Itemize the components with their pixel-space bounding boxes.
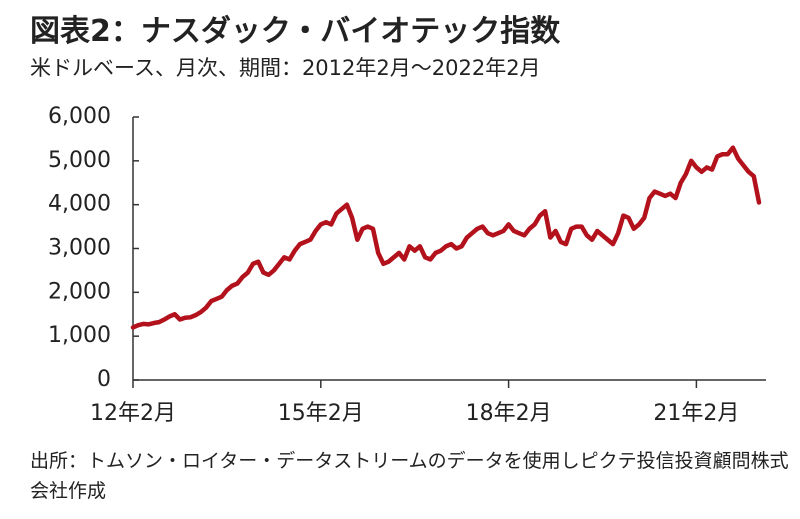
data-line — [130, 145, 762, 330]
y-tick-label: 0 — [97, 367, 111, 392]
y-tick-label: 2,000 — [48, 279, 111, 304]
x-tick-label: 18年2月 — [466, 401, 552, 426]
y-tick-label: 5,000 — [48, 148, 111, 173]
x-tick-label: 15年2月 — [278, 401, 364, 426]
x-tick-label: 12年2月 — [90, 401, 176, 426]
y-tick-label: 6,000 — [48, 104, 111, 129]
y-tick-label: 3,000 — [48, 236, 111, 261]
source-note: 出所：トムソン・ロイター・データストリームのデータを使用しピクテ投信投資顧問株式… — [30, 450, 789, 502]
x-tick-label: 21年2月 — [653, 401, 739, 426]
chart-subtitle: 米ドルベース、月次、期間：2012年2月～2022年2月 — [30, 56, 541, 80]
chart-title: 図表2：ナスダック・バイオテック指数 — [30, 14, 561, 49]
y-tick-label: 4,000 — [48, 192, 111, 217]
y-tick-label: 1,000 — [48, 323, 111, 348]
